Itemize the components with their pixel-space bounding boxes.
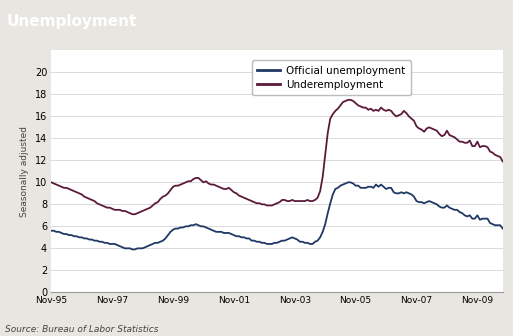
- Text: Unemployment: Unemployment: [6, 14, 136, 29]
- Y-axis label: Seasonally adjusted: Seasonally adjusted: [20, 126, 29, 217]
- Text: Source: Bureau of Labor Statistics: Source: Bureau of Labor Statistics: [5, 325, 159, 334]
- Legend: Official unemployment, Underemployment: Official unemployment, Underemployment: [252, 60, 410, 95]
